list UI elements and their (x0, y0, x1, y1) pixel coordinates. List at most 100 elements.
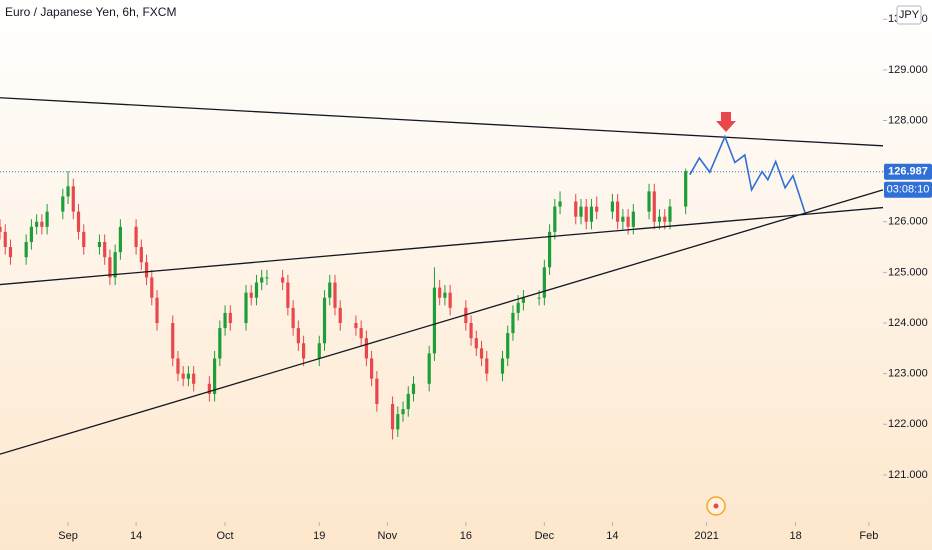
candle-body (176, 358, 180, 374)
candle-body (621, 216, 625, 222)
candle-body (3, 231, 7, 248)
candle-body (181, 373, 185, 379)
currency-box[interactable] (896, 5, 922, 25)
candle-body (223, 312, 227, 329)
candle-body (134, 226, 138, 248)
candle-body (296, 328, 300, 344)
y-tick-label: 128.000 (888, 114, 928, 126)
candle-body (616, 201, 620, 222)
candle-body (396, 414, 400, 430)
candle-body (249, 292, 253, 298)
candle-body (411, 383, 416, 394)
candle-body (118, 226, 122, 253)
candle-body (155, 297, 159, 324)
candle-body (406, 393, 410, 410)
candle-body (610, 201, 614, 212)
candle-body (438, 287, 442, 298)
candle-body (448, 292, 452, 308)
candle-body (647, 191, 651, 212)
countdown-label: 03:08:10 (887, 184, 930, 196)
candle-body (286, 282, 290, 308)
candle-body (469, 323, 473, 339)
candle-body (244, 292, 248, 324)
candle-body (537, 297, 541, 299)
y-tick-label: 123.000 (888, 368, 928, 380)
candle-body (35, 221, 39, 227)
currency-label: JPY (899, 9, 920, 21)
candle-body (595, 206, 599, 212)
candle-body (359, 328, 363, 339)
candle-body (333, 282, 337, 308)
last-price-label: 126.987 (888, 166, 928, 178)
candle-body (626, 216, 630, 227)
candle-body (464, 307, 468, 324)
candle-body (97, 242, 102, 248)
candle-body (260, 277, 264, 283)
candle-body (322, 297, 327, 344)
candle-body (370, 358, 374, 379)
candle-body (0, 226, 2, 232)
candle-body (228, 312, 232, 324)
candle-body (657, 216, 662, 222)
candle-body (103, 242, 107, 258)
candle-body (668, 206, 672, 222)
candle-body (212, 358, 217, 394)
candle-body (108, 257, 112, 278)
candle-body (631, 211, 635, 227)
arrow-marker (716, 112, 736, 132)
y-tick-label: 126.000 (888, 216, 928, 228)
candle-body (40, 221, 44, 227)
candle-body (432, 287, 437, 354)
x-tick-label: 19 (313, 530, 325, 542)
candle-body (144, 262, 149, 278)
candle-body (82, 231, 86, 248)
candle-body (474, 338, 478, 349)
candle-body (139, 247, 143, 263)
candle-body (479, 348, 484, 359)
candle-body (521, 297, 526, 303)
candle-body (652, 191, 656, 222)
candle-body (113, 252, 117, 278)
plot-area (0, 18, 887, 526)
chart-title: Euro / Japanese Yen, 6h, FXCM (5, 5, 176, 19)
candle-body (516, 302, 520, 313)
candle-body (547, 231, 552, 268)
candle-body (663, 216, 667, 222)
trendline (0, 97, 884, 147)
candle-body (684, 171, 688, 207)
candle-body (76, 211, 81, 232)
candle-body (281, 277, 285, 283)
x-tick-label: Nov (378, 530, 398, 542)
x-tick-label: Dec (535, 530, 555, 542)
candle-body (390, 404, 395, 430)
trendline (0, 206, 884, 286)
candle-body (192, 373, 196, 384)
candle-body (328, 282, 332, 298)
candle-body (8, 247, 13, 258)
candle-body (301, 343, 306, 359)
y-tick-label: 122.000 (888, 418, 928, 430)
candle-body (500, 358, 505, 374)
candle-body (24, 242, 28, 258)
candle-body (29, 226, 34, 243)
candle-body (584, 206, 588, 222)
y-tick-label: 129.000 (888, 64, 928, 76)
x-tick-label: Feb (859, 530, 878, 542)
trendline (0, 189, 884, 455)
candle-body (45, 211, 49, 227)
x-tick-label: 16 (460, 530, 472, 542)
x-tick-label: 14 (606, 530, 618, 542)
candle-body (291, 307, 295, 329)
candle-body (171, 323, 175, 359)
candle-body (558, 201, 562, 207)
candle-body (186, 373, 191, 379)
candle-body (150, 277, 154, 298)
candle-body (218, 328, 222, 359)
x-tick-label: Oct (217, 530, 234, 542)
candle-body (254, 282, 259, 298)
candle-body (61, 196, 65, 212)
candle-body (317, 343, 321, 359)
projection-path (689, 134, 806, 213)
